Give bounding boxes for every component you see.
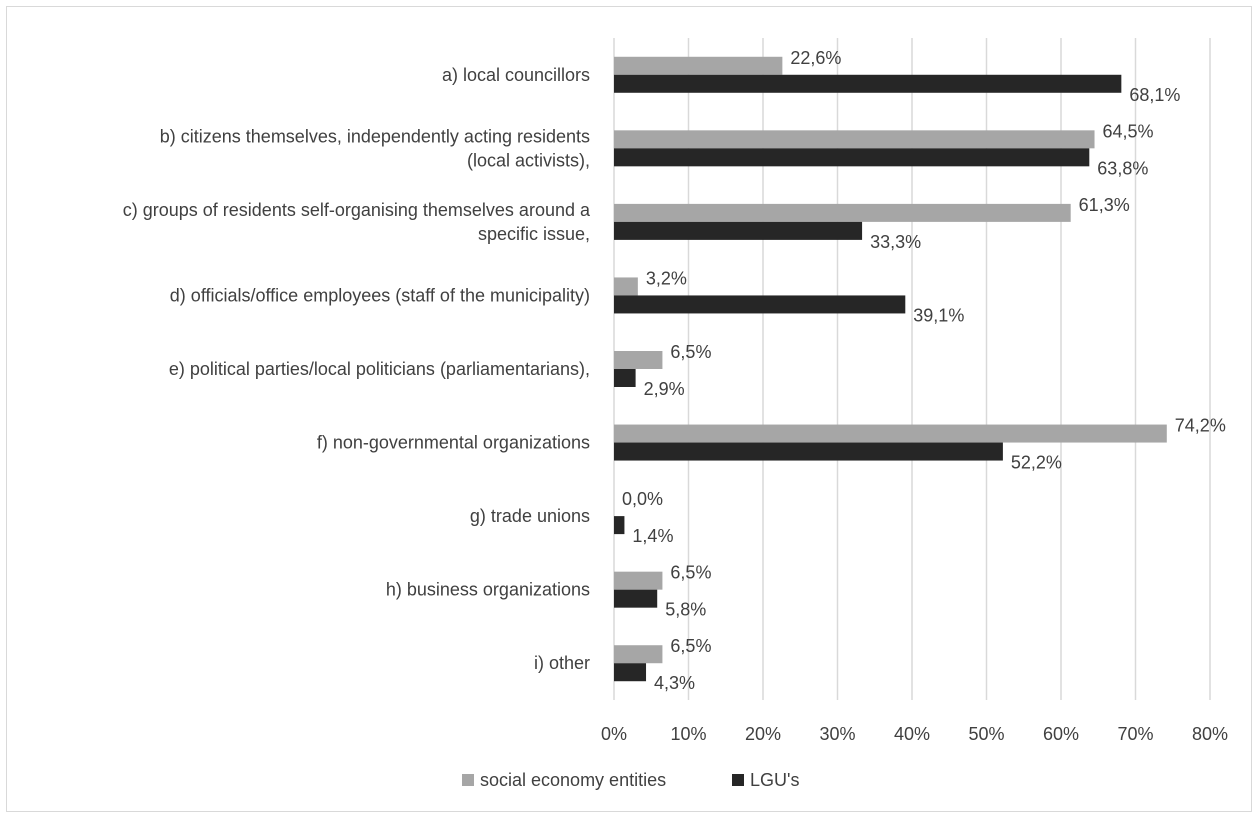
data-label: 33,3% (870, 232, 921, 252)
x-tick-label: 70% (1117, 724, 1153, 744)
data-label: 0,0% (622, 489, 663, 509)
category-label: e) political parties/local politicians (… (169, 359, 590, 379)
x-tick-label: 10% (670, 724, 706, 744)
bar-social-economy (614, 645, 663, 664)
data-label: 5,8% (665, 600, 706, 620)
bar-lgu (614, 369, 636, 387)
bar-social-economy (614, 130, 1095, 149)
data-label: 64,5% (1103, 121, 1154, 141)
bar-lgu (614, 295, 906, 314)
category-label: b) citizens themselves, independently ac… (160, 126, 590, 146)
bar-lgu (614, 589, 658, 608)
data-label: 2,9% (644, 379, 685, 399)
category-label: a) local councillors (442, 65, 590, 85)
data-label: 63,8% (1097, 158, 1148, 178)
bar-social-economy (614, 203, 1071, 222)
category-label: h) business organizations (386, 580, 590, 600)
legend-swatch-social-economy (462, 774, 474, 786)
x-tick-label: 50% (968, 724, 1004, 744)
data-label: 4,3% (654, 673, 695, 693)
legend-label-lgu: LGU's (750, 770, 799, 790)
bar-social-economy (614, 351, 663, 369)
data-label: 39,1% (913, 305, 964, 325)
x-tick-label: 40% (894, 724, 930, 744)
data-label: 52,2% (1011, 453, 1062, 473)
data-label: 22,6% (790, 48, 841, 68)
category-label: g) trade unions (470, 506, 590, 526)
data-label: 6,5% (670, 636, 711, 656)
bar-social-economy (614, 571, 663, 590)
bar-lgu (614, 442, 1003, 461)
bar-lgu (614, 221, 863, 240)
x-tick-label: 0% (601, 724, 627, 744)
bar-lgu (614, 663, 647, 682)
legend-swatch-lgu (732, 774, 744, 786)
x-tick-label: 30% (819, 724, 855, 744)
data-label: 1,4% (632, 526, 673, 546)
data-label: 6,5% (670, 342, 711, 362)
data-label: 3,2% (646, 268, 687, 288)
legend-label-social-economy: social economy entities (480, 770, 666, 790)
bar-lgu (614, 148, 1090, 167)
bar-social-economy (614, 277, 638, 296)
data-label: 61,3% (1079, 195, 1130, 215)
data-label: 74,2% (1175, 416, 1226, 436)
category-label: c) groups of residents self-organising t… (123, 200, 591, 220)
x-tick-label: 60% (1043, 724, 1079, 744)
category-label: specific issue, (478, 224, 590, 244)
category-label: i) other (534, 653, 590, 673)
bar-social-economy (614, 56, 783, 75)
bar-lgu (614, 74, 1122, 93)
bar-lgu (614, 516, 625, 535)
bar-social-economy (614, 424, 1167, 443)
category-label: f) non-governmental organizations (317, 433, 590, 453)
category-label: d) officials/office employees (staff of … (170, 285, 590, 305)
x-tick-label: 20% (745, 724, 781, 744)
data-label: 68,1% (1129, 85, 1180, 105)
category-label: (local activists), (467, 150, 590, 170)
x-tick-label: 80% (1192, 724, 1228, 744)
data-label: 6,5% (670, 563, 711, 583)
